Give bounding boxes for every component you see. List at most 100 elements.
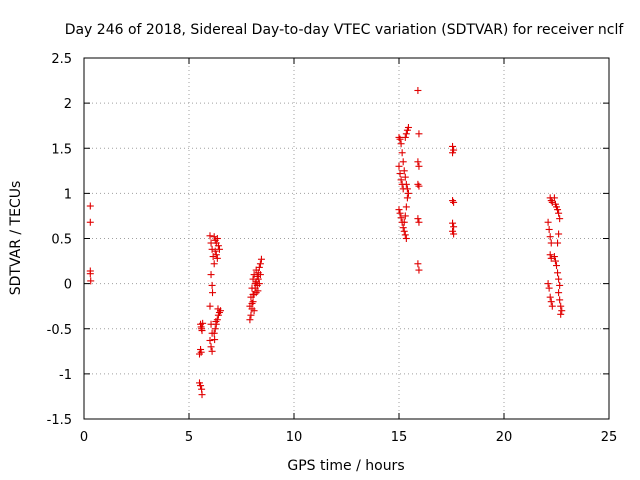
data-point: [87, 277, 95, 285]
data-point: [206, 232, 214, 240]
x-tick-label: 20: [496, 430, 513, 445]
y-tick-labels: -1.5 -1 -0.5 0 0.5 1 1.5 2 2.5: [47, 52, 72, 428]
data-point: [402, 130, 410, 138]
x-tick-label: 10: [286, 430, 303, 445]
data-point: [397, 214, 405, 222]
data-point: [213, 316, 221, 324]
data-point: [395, 162, 403, 170]
data-point: [402, 180, 410, 188]
y-tick-label: -1.5: [47, 413, 72, 428]
y-tick-label: 0: [64, 278, 72, 293]
grid: [84, 58, 609, 419]
data-point: [215, 245, 223, 253]
data-point: [557, 310, 565, 318]
data-point: [250, 271, 258, 279]
data-point: [211, 247, 219, 255]
data-point: [206, 336, 214, 344]
data-point: [401, 212, 409, 220]
data-point: [214, 305, 222, 313]
data-point: [399, 158, 407, 166]
x-tick-label: 25: [601, 430, 618, 445]
data-point: [401, 133, 409, 141]
data-point: [556, 215, 564, 223]
data-point: [397, 140, 405, 148]
x-tick-label: 5: [185, 430, 193, 445]
data-point: [249, 290, 257, 298]
x-tick-label: 0: [80, 430, 88, 445]
data-point: [209, 289, 217, 297]
data-point: [400, 218, 408, 226]
data-point: [211, 336, 219, 344]
data-point: [248, 284, 256, 292]
data-point: [250, 307, 258, 315]
data-point: [206, 302, 214, 310]
plot-frame: [83, 57, 610, 420]
data-point: [214, 242, 222, 250]
data-point: [254, 287, 262, 295]
data-point: [414, 86, 422, 94]
data-point: [246, 302, 254, 310]
data-point: [398, 149, 406, 157]
data-point: [207, 343, 215, 351]
data-point: [449, 142, 457, 150]
data-point: [555, 230, 563, 238]
data-point: [547, 239, 555, 247]
data-point: [414, 215, 422, 223]
data-point: [554, 239, 562, 247]
data-point: [556, 296, 564, 304]
data-point: [554, 206, 562, 214]
y-tick-label: -0.5: [47, 323, 72, 338]
x-tick-label: 15: [391, 430, 408, 445]
data-point: [415, 182, 423, 190]
data-point: [252, 266, 260, 274]
x-tick-labels: 0 5 10 15 20 25: [80, 430, 617, 445]
data-point: [546, 251, 554, 259]
data-point: [546, 293, 554, 301]
data-point: [449, 219, 457, 227]
data-point: [449, 197, 457, 205]
data-point: [396, 170, 404, 178]
data-point: [256, 271, 264, 279]
data-point: [550, 253, 558, 261]
data-point: [198, 327, 206, 335]
data-point: [211, 325, 219, 333]
data-point: [550, 194, 558, 202]
y-tick-label: 1: [64, 187, 72, 202]
data-point: [401, 173, 409, 181]
data-point: [414, 180, 422, 188]
data-point: [450, 230, 458, 238]
data-point: [402, 235, 410, 242]
data-point: [207, 271, 215, 279]
data-point: [548, 302, 556, 310]
data-point: [545, 225, 553, 233]
data-point: [246, 316, 254, 324]
data-point: [247, 311, 255, 319]
data-point: [197, 382, 205, 390]
data-point: [213, 254, 221, 262]
data-point: [546, 233, 554, 241]
data-point: [401, 231, 409, 239]
data-point: [450, 198, 458, 206]
data-point: [557, 302, 565, 310]
data-point: [198, 391, 206, 399]
data-point: [555, 209, 563, 217]
x-axis-title: GPS time / hours: [287, 458, 404, 474]
data-point: [415, 218, 423, 226]
data-point: [415, 130, 423, 138]
data-point: [414, 158, 422, 166]
data-point: [199, 319, 207, 327]
chart-title: Day 246 of 2018, Sidereal Day-to-day VTE…: [65, 22, 625, 38]
data-point: [404, 123, 412, 131]
data-point: [212, 318, 220, 326]
data-point: [415, 162, 423, 170]
data-point: [254, 275, 262, 283]
data-point: [551, 257, 559, 265]
data-point: [555, 275, 563, 283]
data-point: [196, 350, 203, 358]
y-tick-label: 0.5: [51, 233, 72, 248]
data-point: [558, 307, 566, 315]
axis-ticks: [83, 57, 610, 420]
data-point: [403, 185, 411, 193]
